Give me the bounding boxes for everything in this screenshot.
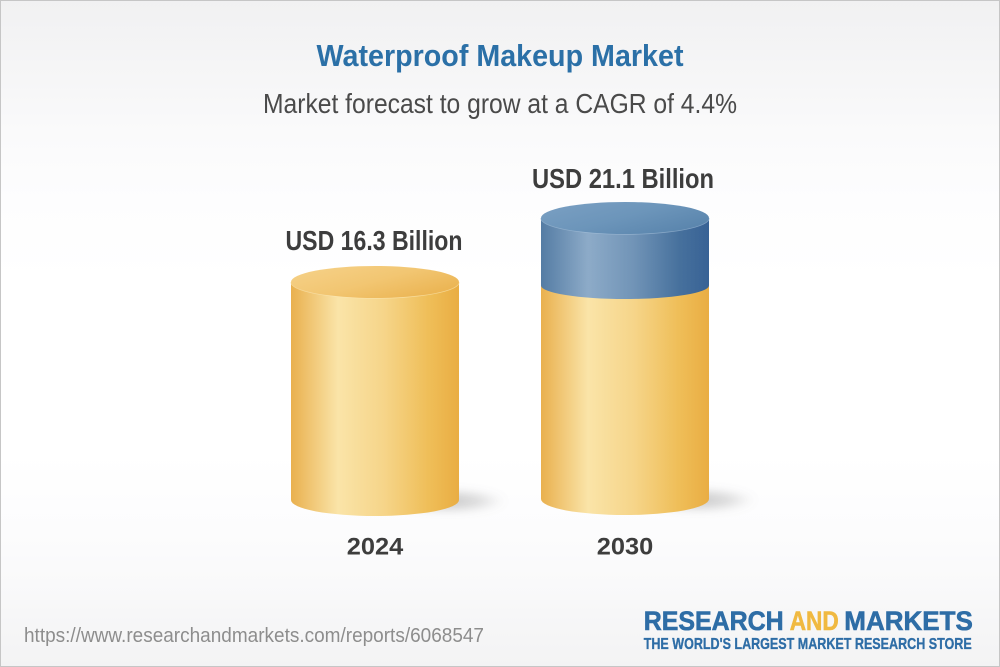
- svg-text:MARKETS: MARKETS: [844, 606, 973, 636]
- svg-text:https://www.researchandmarkets: https://www.researchandmarkets.com/repor…: [24, 625, 484, 647]
- svg-text:RESEARCH: RESEARCH: [644, 606, 784, 636]
- svg-text:2030: 2030: [597, 534, 654, 561]
- svg-text:AND: AND: [790, 606, 839, 636]
- svg-text:2024: 2024: [347, 534, 404, 561]
- svg-text:Market forecast to grow at a C: Market forecast to grow at a CAGR of 4.4…: [263, 88, 737, 119]
- svg-text:THE WORLD'S LARGEST MARKET RES: THE WORLD'S LARGEST MARKET RESEARCH STOR…: [644, 636, 972, 653]
- svg-text:USD 21.1 Billion: USD 21.1 Billion: [532, 163, 714, 194]
- svg-text:USD 16.3 Billion: USD 16.3 Billion: [286, 225, 463, 256]
- svg-text:Waterproof Makeup Market: Waterproof Makeup Market: [317, 38, 684, 73]
